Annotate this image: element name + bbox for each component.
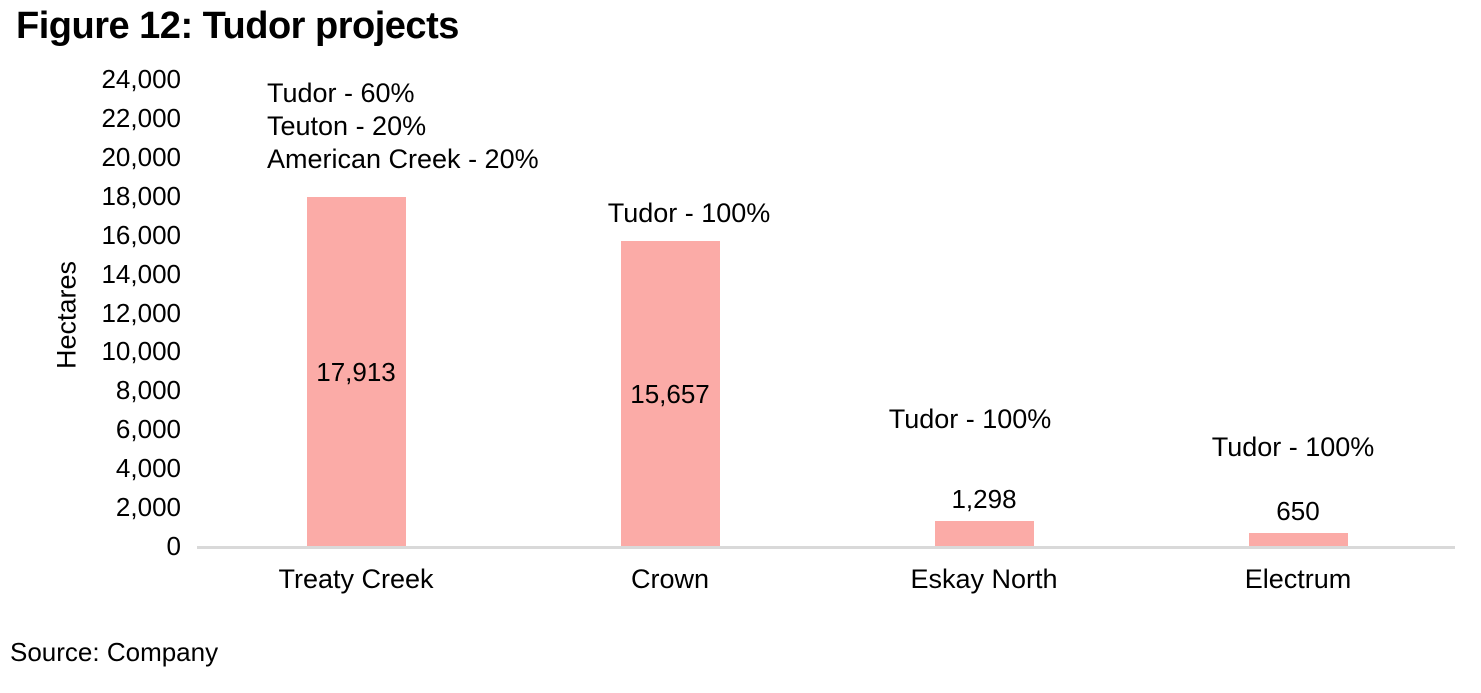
y-tick-label: 8,000 — [115, 375, 181, 406]
ownership-annotation-electrum: Tudor - 100% — [1212, 431, 1375, 464]
y-tick-label: 6,000 — [115, 414, 181, 445]
annotation-line: American Creek - 20% — [267, 144, 539, 174]
bar-eskay-north — [935, 521, 1034, 546]
x-axis-label-crown: Crown — [630, 564, 710, 594]
bar-value-label: 17,913 — [316, 357, 396, 387]
y-tick-label: 10,000 — [101, 336, 181, 367]
y-tick-label: 22,000 — [101, 102, 181, 133]
bar-value-label: 1,298 — [951, 484, 1017, 514]
ownership-annotation-eskay-north: Tudor - 100% — [889, 403, 1052, 436]
y-tick-label: 14,000 — [101, 258, 181, 289]
y-tick-label: 4,000 — [115, 453, 181, 484]
x-axis-label-eskay-north: Eskay North — [910, 564, 1058, 594]
ownership-annotation-crown: Tudor - 100% — [608, 197, 771, 230]
y-tick-label: 0 — [166, 531, 181, 561]
annotation-line: Tudor - 100% — [888, 404, 1052, 434]
bar-value-label: 650 — [1276, 496, 1320, 526]
y-tick-label: 24,000 — [101, 64, 181, 94]
y-tick-label: 16,000 — [101, 219, 181, 250]
annotation-line: Tudor - 60% — [267, 78, 415, 108]
annotation-line: Tudor - 100% — [1211, 432, 1375, 462]
y-tick-label: 18,000 — [101, 180, 181, 211]
ownership-annotation-treaty-creek: Tudor - 60% Teuton - 20% American Creek - … — [267, 77, 539, 176]
x-axis-label-electrum: Electrum — [1244, 564, 1352, 594]
figure-title: Figure 12: Tudor projects — [16, 5, 459, 47]
x-axis-label-treaty-creek: Treaty Creek — [278, 564, 434, 594]
bar-value-label: 15,657 — [630, 379, 710, 409]
bar-treaty-creek — [307, 197, 406, 546]
bar-electrum — [1249, 533, 1348, 546]
bar-chart: Hectares 0 2,000 4,000 6,000 8,000 10,000 12,0… — [52, 64, 1455, 594]
x-axis-line — [197, 546, 1455, 549]
annotation-line: Teuton - 20% — [267, 111, 427, 141]
y-tick-label: 20,000 — [101, 141, 181, 172]
source-note: Source: Company — [10, 637, 219, 667]
y-tick-label: 2,000 — [115, 492, 181, 523]
annotation-line: Tudor - 100% — [607, 198, 771, 228]
y-tick-label: 12,000 — [101, 297, 181, 328]
bar-crown — [621, 241, 720, 546]
